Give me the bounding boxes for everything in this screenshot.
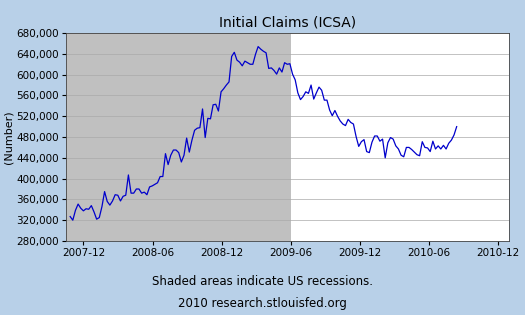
Y-axis label: (Number): (Number) bbox=[3, 110, 13, 164]
Title: Initial Claims (ICSA): Initial Claims (ICSA) bbox=[219, 15, 356, 29]
Bar bbox=[66, 33, 291, 241]
Text: 2010 research.stlouisfed.org: 2010 research.stlouisfed.org bbox=[178, 297, 347, 310]
Text: Shaded areas indicate US recessions.: Shaded areas indicate US recessions. bbox=[152, 275, 373, 288]
